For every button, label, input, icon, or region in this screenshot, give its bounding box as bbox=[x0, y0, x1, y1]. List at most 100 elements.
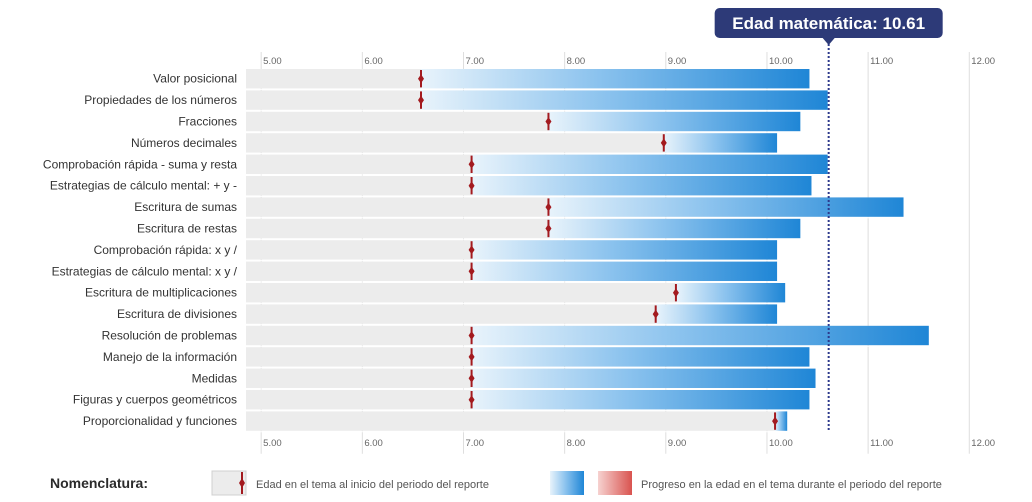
math-age-badge-label: Edad matemática: 10.61 bbox=[732, 14, 925, 33]
legend-red-swatch bbox=[598, 471, 632, 495]
category-label-7: Escritura de restas bbox=[137, 222, 237, 236]
category-label-5: Estrategias de cálculo mental: + y - bbox=[50, 179, 237, 193]
start-marker-diamond bbox=[468, 245, 475, 255]
legend: Nomenclatura: Edad en el tema al inicio … bbox=[50, 470, 942, 496]
x-ticks-bottom: 5.00 6.00 7.00 8.00 9.00 10.00 11.00 12.00 bbox=[263, 438, 995, 449]
start-marker-diamond bbox=[468, 331, 475, 340]
rows-layer bbox=[246, 69, 929, 433]
x-ticks-top: 5.00 6.00 7.00 8.00 9.00 10.00 11.00 12.00 bbox=[263, 56, 995, 67]
x-tick-label-top-6: 11.00 bbox=[870, 56, 893, 67]
row-background bbox=[246, 111, 549, 132]
progress-bar bbox=[655, 304, 778, 324]
row-background bbox=[246, 176, 472, 196]
category-label-1: Propiedades de los números bbox=[84, 93, 237, 107]
legend-start-marker-diamond bbox=[239, 478, 245, 488]
start-marker-diamond bbox=[468, 181, 475, 191]
category-label-13: Manejo de la información bbox=[103, 350, 237, 364]
start-marker-diamond bbox=[652, 309, 659, 319]
x-tick-label-bottom-4: 9.00 bbox=[668, 438, 687, 449]
start-marker-diamond bbox=[468, 373, 475, 383]
row-12 bbox=[246, 325, 929, 347]
progress-bar bbox=[548, 218, 801, 239]
start-marker-diamond bbox=[545, 117, 552, 126]
x-tick-label-top-0: 5.00 bbox=[263, 56, 282, 67]
row-background bbox=[246, 347, 472, 367]
row-background bbox=[246, 133, 664, 153]
row-background bbox=[246, 325, 472, 346]
category-label-0: Valor posicional bbox=[153, 72, 237, 86]
row-background bbox=[246, 154, 472, 174]
legend-progress-label: Progreso en la edad en el tema durante e… bbox=[641, 479, 942, 491]
start-marker-diamond bbox=[660, 138, 667, 148]
category-label-6: Escritura de sumas bbox=[134, 200, 237, 214]
row-16 bbox=[246, 411, 788, 433]
progress-bar bbox=[471, 390, 810, 410]
progress-bar bbox=[663, 133, 778, 153]
row-7 bbox=[246, 218, 801, 240]
category-label-4: Comprobación rápida - suma y resta bbox=[43, 157, 237, 171]
x-tick-label-top-4: 9.00 bbox=[668, 56, 687, 67]
x-tick-label-top-3: 8.00 bbox=[567, 56, 586, 67]
category-label-2: Fracciones bbox=[178, 115, 237, 129]
start-marker-diamond bbox=[772, 416, 779, 426]
math-age-badge-pointer bbox=[822, 38, 835, 45]
row-background bbox=[246, 197, 549, 217]
row-11 bbox=[246, 304, 778, 326]
progress-bar bbox=[471, 261, 778, 281]
start-marker-diamond bbox=[418, 95, 425, 105]
start-marker-diamond bbox=[545, 202, 552, 212]
progress-bar bbox=[548, 111, 801, 132]
progress-bar bbox=[675, 283, 786, 303]
row-3 bbox=[246, 133, 778, 155]
progress-bar bbox=[471, 325, 929, 346]
category-label-16: Proporcionalidad y funciones bbox=[83, 414, 237, 428]
row-background bbox=[246, 390, 472, 410]
legend-title: Nomenclatura: bbox=[50, 475, 148, 491]
row-background bbox=[246, 283, 676, 303]
progress-bar bbox=[471, 154, 828, 174]
progress-bar bbox=[471, 176, 812, 196]
row-15 bbox=[246, 390, 810, 411]
progress-bar bbox=[421, 69, 810, 89]
progress-bar bbox=[471, 347, 810, 367]
row-14 bbox=[246, 368, 816, 390]
x-tick-label-bottom-5: 10.00 bbox=[769, 438, 793, 449]
row-background bbox=[246, 261, 472, 281]
progress-bar bbox=[548, 197, 904, 217]
row-background bbox=[246, 304, 656, 324]
x-tick-label-top-2: 7.00 bbox=[465, 56, 484, 67]
x-tick-label-top-1: 6.00 bbox=[364, 56, 383, 67]
x-tick-label-bottom-7: 12.00 bbox=[971, 438, 995, 449]
start-marker-diamond bbox=[672, 288, 679, 298]
x-tick-label-bottom-1: 6.00 bbox=[364, 438, 383, 449]
start-marker-diamond bbox=[468, 159, 475, 169]
category-label-14: Medidas bbox=[192, 371, 237, 385]
row-background bbox=[246, 411, 776, 431]
x-tick-label-top-7: 12.00 bbox=[971, 56, 995, 67]
row-2 bbox=[246, 111, 801, 133]
category-label-10: Escritura de multiplicaciones bbox=[85, 286, 237, 300]
category-label-8: Comprobación rápida: x y / bbox=[94, 243, 238, 257]
row-background bbox=[246, 218, 549, 239]
row-8 bbox=[246, 240, 778, 262]
start-marker-diamond bbox=[468, 352, 475, 362]
start-marker-diamond bbox=[418, 74, 425, 84]
row-5 bbox=[246, 176, 812, 197]
row-1 bbox=[246, 90, 828, 112]
row-background bbox=[246, 240, 472, 260]
row-4 bbox=[246, 154, 828, 176]
x-tick-label-bottom-3: 8.00 bbox=[567, 438, 586, 449]
progress-bar bbox=[471, 368, 816, 388]
x-tick-label-top-5: 10.00 bbox=[769, 56, 793, 67]
category-label-3: Números decimales bbox=[131, 136, 237, 150]
x-tick-label-bottom-2: 7.00 bbox=[465, 438, 484, 449]
start-marker-diamond bbox=[468, 395, 475, 405]
progress-bar bbox=[471, 240, 778, 260]
progress-bar bbox=[421, 90, 828, 110]
x-tick-label-bottom-6: 11.00 bbox=[870, 438, 893, 449]
start-marker-diamond bbox=[545, 224, 552, 233]
math-age-badge: Edad matemática: 10.61 bbox=[714, 8, 943, 45]
row-background bbox=[246, 69, 422, 89]
row-10 bbox=[246, 283, 786, 304]
